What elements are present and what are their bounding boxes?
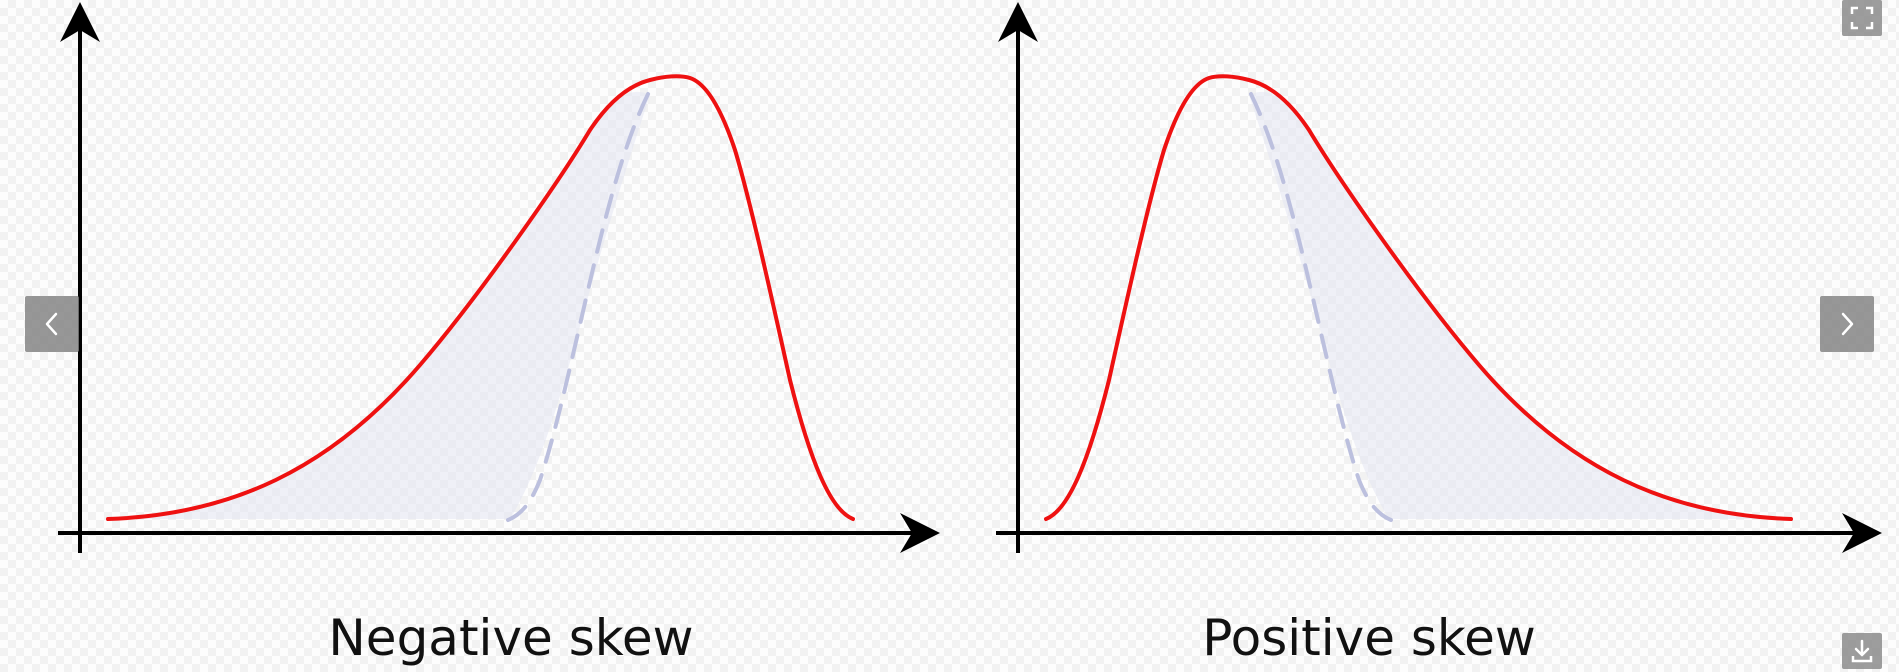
negative-skew-caption: Negative skew [328,609,693,667]
shaded-region [1249,91,1791,519]
fullscreen-icon [1850,6,1874,30]
positive-skew-caption: Positive skew [1202,609,1536,667]
negative-skew-panel: Negative skew [58,2,940,667]
next-button[interactable] [1820,296,1874,352]
download-icon [1851,639,1873,663]
skewed-curve [1044,74,1793,521]
shaded-region [108,91,650,519]
skewed-curve [106,74,855,521]
chevron-right-icon [1841,312,1854,336]
fullscreen-button[interactable] [1842,0,1882,36]
reference-curve-dashed [1247,88,1393,522]
download-button[interactable] [1842,633,1882,669]
reference-curve-dashed [506,88,652,522]
positive-skew-panel: Positive skew [996,2,1882,667]
previous-button[interactable] [25,296,79,352]
chevron-left-icon [45,312,58,336]
